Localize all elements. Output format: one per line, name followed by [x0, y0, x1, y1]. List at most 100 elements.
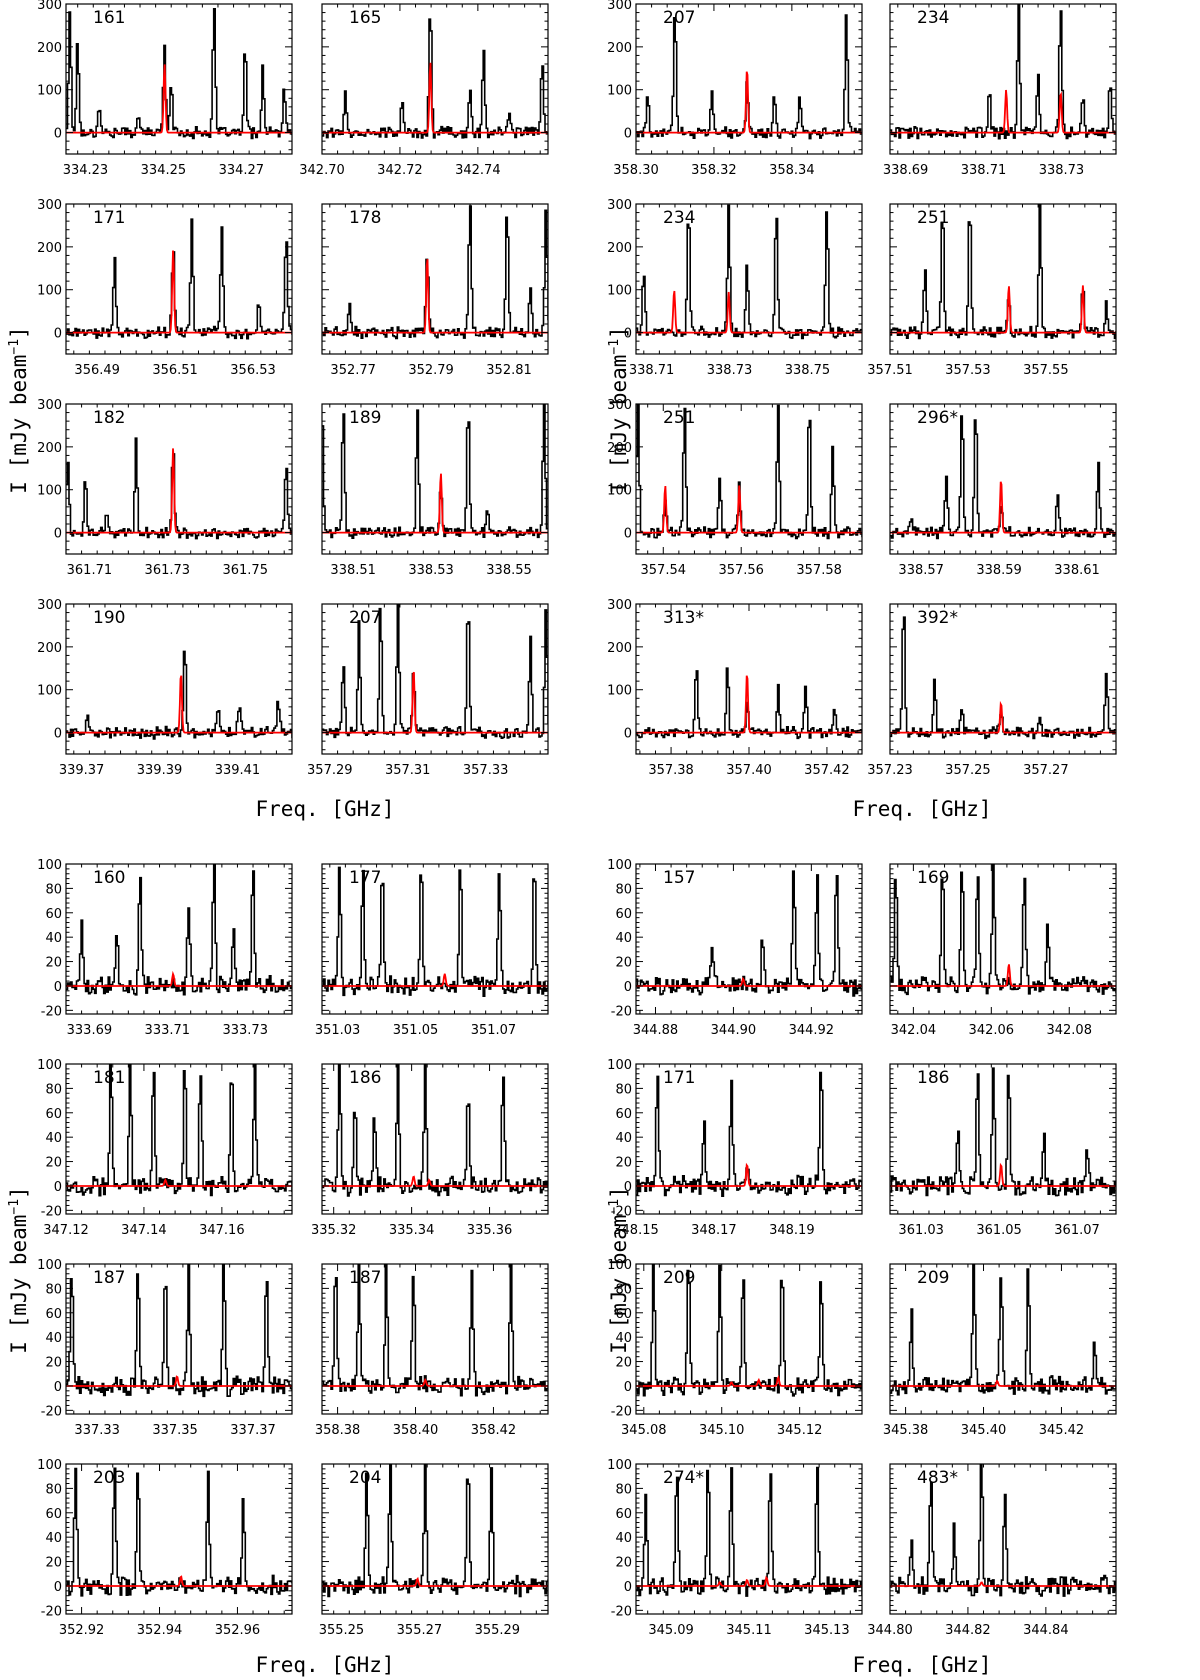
x-tick-label: 345.10 — [699, 1423, 745, 1438]
panel-p-186b: 361.03 361.05 361.07 186 — [889, 1063, 1117, 1238]
x-tick-label: 345.09 — [648, 1623, 694, 1638]
ylabel-exponent: −1 — [7, 1199, 22, 1215]
observed-spectrum — [322, 1264, 548, 1397]
observed-spectrum — [66, 650, 292, 740]
x-tick-label: 358.30 — [613, 163, 659, 178]
y-tick-label: 300 — [607, 598, 632, 613]
panel-frame — [321, 1463, 549, 1615]
model-spectrum — [890, 1379, 1116, 1387]
panel-p-190: 0 100 200 300 339.37 339.39 339.41 190 — [37, 598, 293, 778]
transition-label: 204 — [349, 1468, 381, 1488]
x-tick-label: 361.71 — [67, 563, 113, 578]
x-tick-label: 356.53 — [230, 363, 276, 378]
observed-spectrum — [636, 204, 862, 340]
x-tick-label: 337.33 — [74, 1423, 120, 1438]
x-tick-label: 334.27 — [219, 163, 265, 178]
model-spectrum — [890, 1162, 1116, 1187]
observed-spectrum — [636, 870, 862, 997]
ylabel-main: I [mJy beam — [607, 1215, 631, 1354]
x-tick-label: 338.71 — [961, 163, 1007, 178]
y-tick-label: 0 — [624, 1380, 632, 1395]
x-tick-label: 334.23 — [63, 163, 109, 178]
panel-p-171a: 0 100 200 300 356.49 356.51 356.53 171 — [37, 198, 293, 378]
x-tick-label: 333.71 — [145, 1023, 191, 1038]
x-tick-label: 357.33 — [463, 763, 509, 778]
x-tick-label: 342.06 — [969, 1023, 1015, 1038]
y-tick-label: 0 — [624, 980, 632, 995]
y-tick-label: 100 — [607, 1258, 632, 1273]
x-tick-label: 357.58 — [796, 563, 842, 578]
panel-frame — [65, 203, 293, 355]
panel-p-209b: 345.38 345.40 345.42 209 — [883, 1263, 1117, 1438]
y-tick-label: 40 — [615, 1331, 632, 1346]
x-tick-label: 357.23 — [867, 763, 913, 778]
x-tick-label: 345.40 — [961, 1423, 1007, 1438]
panel-p-186a: 335.32 335.34 335.36 186 — [311, 1063, 549, 1238]
panel-p-251b: 0 100 200 300 357.54 357.56 357.58 251 — [607, 398, 863, 578]
y-tick-label: 80 — [615, 1082, 632, 1097]
x-tick-label: 352.81 — [486, 363, 532, 378]
model-spectrum — [636, 976, 862, 987]
transition-label: 178 — [349, 208, 381, 228]
x-tick-label: 348.17 — [691, 1223, 737, 1238]
y-tick-label: 60 — [615, 907, 632, 922]
x-tick-label: 347.16 — [199, 1223, 245, 1238]
panel-p-177: 351.03 351.05 351.07 177 — [315, 863, 549, 1038]
y-tick-label: 40 — [45, 1531, 62, 1546]
y-tick-label: 0 — [54, 527, 62, 542]
transition-label: 251 — [663, 408, 695, 428]
y-tick-label: -20 — [611, 1204, 632, 1219]
transition-label: 182 — [93, 408, 125, 428]
y-tick-label: 40 — [615, 931, 632, 946]
panel-p-181: -20 0 20 40 60 80 100 347.12 347.14 347.16 181 — [37, 1058, 293, 1238]
observed-spectrum — [890, 1464, 1116, 1597]
panel-p-203: -20 0 20 40 60 80 100 352.92 352.94 352.96 203 — [37, 1458, 293, 1638]
x-tick-label: 356.49 — [74, 363, 120, 378]
model-spectrum — [636, 1162, 862, 1187]
x-tick-label: 357.40 — [726, 763, 772, 778]
y-tick-label: 0 — [624, 527, 632, 542]
y-tick-label: 0 — [624, 1580, 632, 1595]
x-tick-label: 344.84 — [1023, 1623, 1069, 1638]
ylabel-bottom-right: I [mJy beam−1] — [607, 1186, 631, 1353]
ylabel-exponent: −1 — [7, 339, 22, 355]
x-tick-label: 351.03 — [315, 1023, 361, 1038]
panel-p-171b: -20 0 20 40 60 80 100 348.15 348.17 348.19 171 — [607, 1058, 863, 1238]
y-tick-label: 80 — [45, 1482, 62, 1497]
x-tick-label: 357.51 — [867, 363, 913, 378]
panel-frame — [889, 1063, 1117, 1215]
transition-label: 392* — [917, 608, 958, 628]
panel-p-207b: 0 100 200 300 358.30 358.32 358.34 207 — [607, 0, 863, 178]
y-tick-label: 300 — [37, 198, 62, 213]
ylabel-bracket: ] — [7, 326, 31, 339]
y-tick-label: 100 — [607, 484, 632, 499]
y-tick-label: 100 — [37, 1258, 62, 1273]
model-spectrum — [890, 1581, 1116, 1587]
model-spectrum — [890, 964, 1116, 987]
y-tick-label: 60 — [615, 1307, 632, 1322]
panel-p-483: 344.80 344.82 344.84 483* — [867, 1463, 1117, 1638]
transition-label: 251 — [917, 208, 949, 228]
transition-label: 207 — [663, 8, 695, 28]
ylabel-main: I [mJy beam — [7, 1215, 31, 1354]
panel-p-296: 338.57 338.59 338.61 296* — [889, 403, 1117, 578]
x-tick-label: 344.80 — [867, 1623, 913, 1638]
model-spectrum — [636, 290, 862, 334]
y-tick-label: 0 — [54, 327, 62, 342]
panel-frame — [65, 1463, 293, 1615]
model-spectrum — [636, 1375, 862, 1387]
model-spectrum — [66, 64, 292, 134]
x-tick-label: 334.25 — [141, 163, 187, 178]
y-tick-label: 80 — [615, 1282, 632, 1297]
model-spectrum — [322, 671, 548, 734]
y-tick-label: 100 — [607, 858, 632, 873]
x-tick-label: 338.53 — [408, 563, 454, 578]
x-tick-label: 344.82 — [945, 1623, 991, 1638]
y-tick-label: 0 — [624, 727, 632, 742]
y-tick-label: 20 — [615, 1356, 632, 1371]
transition-label: 187 — [349, 1268, 381, 1288]
y-tick-label: 60 — [45, 1507, 62, 1522]
x-tick-label: 357.54 — [641, 563, 687, 578]
panel-frame — [889, 3, 1117, 155]
x-tick-label: 352.77 — [330, 363, 376, 378]
